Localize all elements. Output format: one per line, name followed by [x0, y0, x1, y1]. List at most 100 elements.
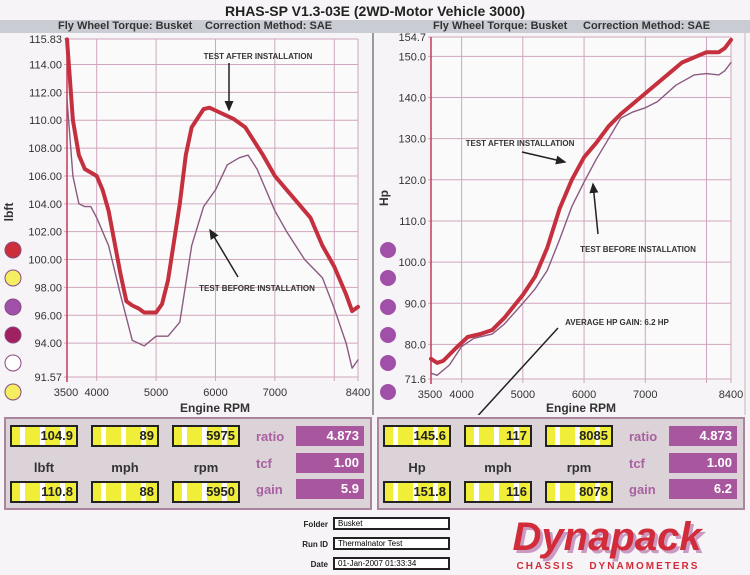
x-tick-label: 5000: [511, 389, 535, 401]
y-axis-label: Hp: [377, 190, 391, 206]
gain-value: 6.2: [669, 479, 737, 499]
plot-area: [431, 37, 731, 379]
readout-mph-2: 116: [464, 481, 532, 503]
x-tick-label: 8400: [719, 389, 743, 401]
readout-mph-1: 117: [464, 425, 532, 447]
readout-mph-2: 88: [91, 481, 159, 503]
legend-run-marker-left: [4, 269, 22, 287]
y-tick-label: 150.0: [398, 51, 426, 63]
legend-run-marker-left: [4, 326, 22, 344]
folder-field[interactable]: Busket: [333, 517, 450, 530]
legend-run-marker-left: [4, 241, 22, 259]
folder-label: Folder: [303, 520, 328, 529]
gain-label: gain: [256, 482, 283, 497]
hp-readout-panel: 145.6 117 8085 Hp mph rpm 151.8 116 8078…: [377, 417, 745, 510]
y-tick-label: 96.00: [34, 310, 62, 322]
y-tick-label: 110.00: [29, 115, 62, 127]
logo-wordmark: Dynapack: [513, 515, 704, 559]
y-tick-label: 91.57: [34, 372, 62, 384]
hp-chart: 154.7 150.0 140.0 130.0 120.0 110.0 100.0 90.0 8…: [377, 32, 743, 415]
x-tick-label: 6000: [203, 387, 227, 399]
arrow-before-torque: [209, 228, 239, 278]
tcf-label: tcf: [256, 456, 272, 471]
y-tick-label: 100.0: [398, 257, 426, 269]
readout-torque-1: 104.9: [10, 425, 78, 447]
x-tick-label: 7000: [633, 389, 657, 401]
left-torque-source: Fly Wheel Torque: Busket: [58, 20, 193, 32]
legend-run-marker-right: [380, 355, 396, 371]
legend-run-marker-left: [4, 298, 22, 316]
annotation-before-torque: TEST BEFORE INSTALLATION: [199, 284, 315, 293]
before-series-line: [430, 61, 732, 376]
x-tick-label: 8400: [346, 387, 370, 399]
x-tick-label: 7000: [263, 387, 287, 399]
subtitle-band: [0, 20, 750, 33]
readout-torque-2: 110.8: [10, 481, 78, 503]
torque-readout-panel: 104.9 89 5975 lbft mph rpm 110.8 88 5950…: [4, 417, 372, 510]
readout-rpm-2: 8078: [545, 481, 613, 503]
x-axis-label: Engine RPM: [180, 401, 250, 415]
x-tick-label: 4000: [449, 389, 473, 401]
after-series-line: [65, 37, 360, 315]
plots: 115.83 114.00 112.00 110.00 108.00 106.00 104.…: [2, 32, 746, 415]
y-tick-label: 110.0: [399, 216, 426, 228]
y-tick-label: 80.0: [405, 339, 426, 351]
y-tick-label: 140.0: [398, 92, 426, 104]
readout-mph-1: 89: [91, 425, 159, 447]
y-tick-label: 98.00: [34, 282, 62, 294]
plot-area: [67, 39, 358, 377]
gain-label: gain: [629, 482, 656, 497]
legend-run-marker-right: [380, 270, 396, 286]
y-tick-label: 71.6: [405, 374, 426, 386]
legend-run-marker-left: [4, 354, 22, 372]
annotation-before-hp: TEST BEFORE INSTALLATION: [580, 245, 696, 254]
dynapack-logo: Dynapack CHASSIS DYNAMOMETERS: [513, 515, 704, 572]
y-tick-label: 102.00: [28, 227, 62, 239]
annotation-after-torque: TEST AFTER INSTALLATION: [204, 52, 313, 61]
arrow-after-hp: [521, 151, 567, 165]
ratio-value: 4.873: [669, 426, 737, 446]
run-id-label: Run ID: [302, 540, 328, 549]
readout-rpm-1: 5975: [172, 425, 240, 447]
y-tick-label: 108.00: [28, 143, 62, 155]
date-field[interactable]: 01-Jan-2007 01:33:34: [333, 557, 450, 570]
y-tick-label: 114.00: [29, 59, 62, 71]
right-correction-method: Correction Method: SAE: [583, 20, 711, 32]
legend-run-marker-left: [4, 383, 22, 401]
gain-value: 5.9: [296, 479, 364, 499]
after-series-line: [429, 37, 733, 365]
y-tick-label: 120.0: [398, 175, 426, 187]
left-correction-method: Correction Method: SAE: [205, 20, 333, 32]
logo-tagline: CHASSIS DYNAMOMETERS: [517, 561, 700, 572]
y-tick-label: 100.00: [28, 255, 62, 267]
ratio-value: 4.873: [296, 426, 364, 446]
y-tick-label: 90.0: [405, 298, 426, 310]
readout-hp-2: 151.8: [383, 481, 451, 503]
arrow-before-hp: [589, 182, 599, 235]
unit-hp: Hp: [408, 460, 426, 475]
unit-mph: mph: [111, 460, 139, 475]
tcf-value: 1.00: [669, 453, 737, 473]
x-tick-label: 3500: [54, 387, 78, 399]
y-tick-label: 94.00: [34, 338, 62, 350]
readout-hp-1: 145.6: [383, 425, 451, 447]
y-tick-label: 112.00: [29, 87, 62, 99]
date-label: Date: [310, 560, 328, 569]
report-title: RHAS-SP V1.3-03E (2WD-Motor Vehicle 3000…: [224, 3, 526, 19]
legend-run-marker-right: [380, 327, 396, 343]
tcf-value: 1.00: [296, 453, 364, 473]
x-tick-label: 4000: [84, 387, 108, 399]
right-torque-source: Fly Wheel Torque: Busket: [433, 20, 568, 32]
unit-rpm: rpm: [566, 460, 592, 475]
unit-mph: mph: [484, 460, 512, 475]
before-series-line: [66, 98, 359, 369]
y-tick-label: 115.83: [29, 34, 62, 46]
unit-rpm: rpm: [193, 460, 219, 475]
annotation-average-gain: AVERAGE HP GAIN: 6.2 HP: [565, 318, 669, 327]
unit-lbft: lbft: [33, 460, 55, 475]
tcf-label: tcf: [629, 456, 645, 471]
ratio-label: ratio: [629, 429, 658, 444]
legend-run-marker-right: [380, 242, 396, 258]
run-id-field[interactable]: Thermalnator Test: [333, 537, 450, 550]
